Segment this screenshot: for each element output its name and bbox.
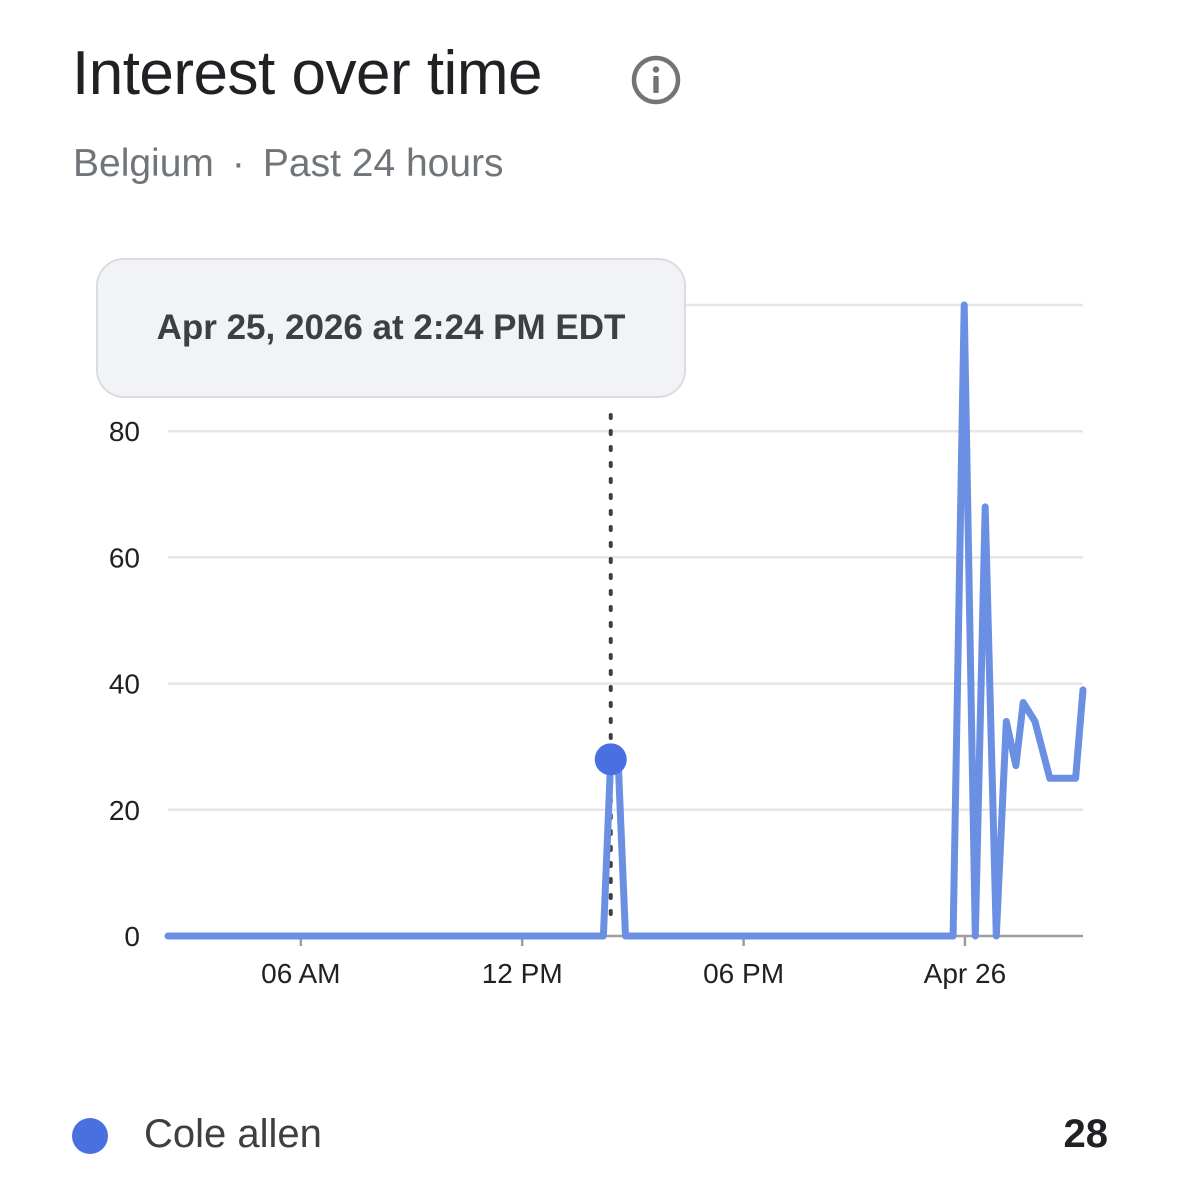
y-tick-label: 0 [124,921,140,952]
page-title: Interest over time [72,39,542,108]
highlight-point [594,743,627,776]
y-tick-label: 40 [109,669,140,700]
legend-series-value: 28 [1063,1112,1109,1156]
subtitle-separator: · [231,142,245,185]
x-tick-label: 12 PM [482,958,563,989]
interest-chart[interactable]: 0 20 40 60 80 06 AM 12 PM 06 PM Apr 26 [0,0,1179,1100]
x-tick-label: Apr 26 [924,958,1007,989]
y-tick-label: 80 [109,416,140,447]
y-tick-label: 60 [109,542,140,573]
legend-series-name: Cole allen [144,1112,322,1156]
legend: Cole allen 28 [72,1112,1108,1162]
legend-marker [72,1118,108,1154]
tooltip-text: Apr 25, 2026 at 2:24 PM EDT [156,308,626,347]
x-tick-label: 06 AM [261,958,340,989]
region-label[interactable]: Belgium [73,142,214,185]
y-tick-label: 20 [109,795,140,826]
subtitle: Belgium · Past 24 hours [73,142,504,186]
series-line-cole-allen [164,301,1087,940]
info-icon[interactable] [630,54,682,106]
period-label[interactable]: Past 24 hours [262,142,504,185]
tooltip: Apr 25, 2026 at 2:24 PM EDT [96,258,686,398]
x-tick-label: 06 PM [703,958,784,989]
